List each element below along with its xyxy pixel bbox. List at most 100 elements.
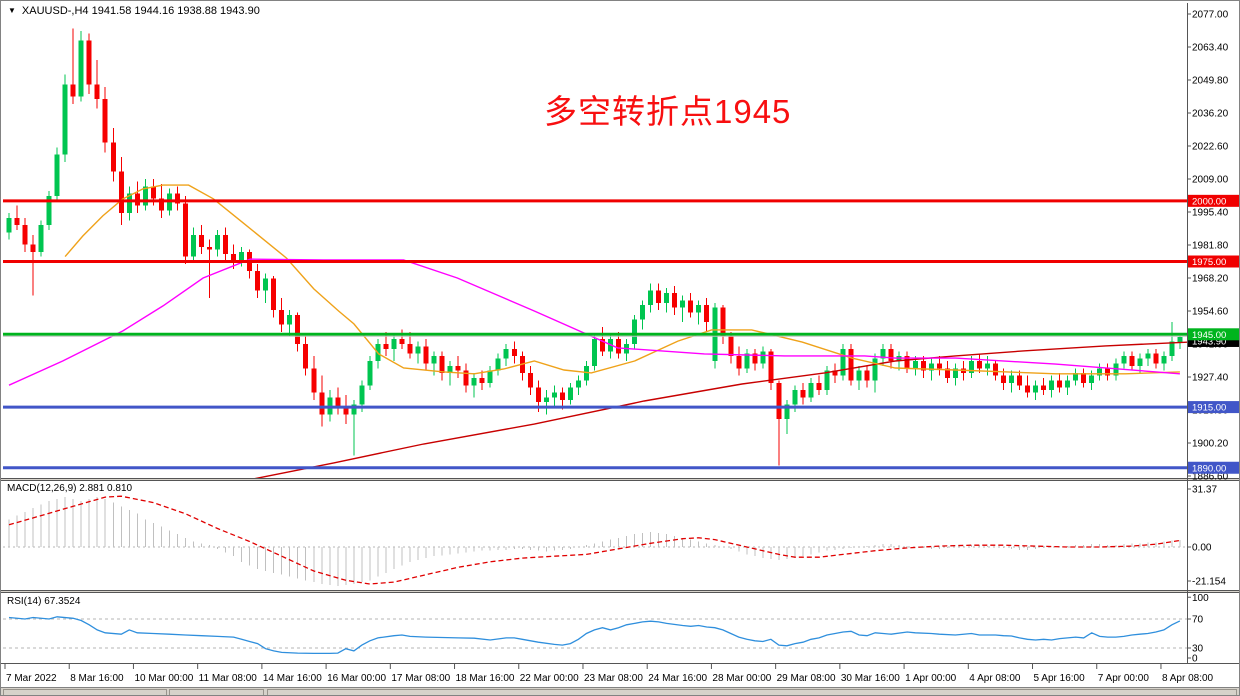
candle-body	[439, 356, 445, 374]
price-axis-label: 1995.40	[1192, 208, 1229, 219]
candle-body	[102, 98, 108, 143]
candle-body	[992, 363, 998, 376]
candle-body	[367, 360, 373, 386]
level-badge-text: 1945.00	[1192, 330, 1226, 341]
rsi-axis-label: 0	[1192, 654, 1198, 665]
candle-body	[872, 358, 878, 381]
candle-body	[888, 348, 894, 361]
candle-body	[591, 339, 597, 366]
status-bar-cell	[267, 689, 1237, 695]
macd-signal-line	[8, 495, 1180, 585]
candle-body	[295, 314, 301, 344]
candle-body	[231, 254, 237, 262]
candle-body	[1025, 385, 1031, 393]
price-axis-label: 1981.80	[1192, 241, 1229, 252]
price-axis-label: 1954.60	[1192, 307, 1229, 318]
candle-body	[1000, 375, 1006, 383]
date-axis-label: 7 Mar 2022	[6, 673, 57, 684]
candle-body	[680, 300, 686, 308]
status-bar-cell	[3, 689, 167, 695]
status-bar	[1, 687, 1239, 695]
candle-body	[14, 217, 20, 226]
current-price-badge-text: 1943.90	[1192, 336, 1226, 347]
date-axis-label: 5 Apr 16:00	[1034, 673, 1086, 684]
candle-body	[1057, 380, 1063, 388]
candle-body	[86, 40, 92, 85]
pane-divider	[1, 480, 1239, 481]
candle-body	[776, 382, 782, 420]
candle-body	[174, 193, 180, 204]
candle-body	[944, 368, 950, 378]
candle-body	[223, 234, 229, 255]
symbol-title: ▼ XAUUSD-,H4 1941.58 1944.16 1938.88 194…	[8, 5, 260, 17]
candle-body	[1121, 356, 1127, 364]
candle-body	[968, 360, 974, 374]
candle-body	[1161, 356, 1167, 364]
date-axis-label: 22 Mar 00:00	[520, 673, 579, 684]
candle-body	[383, 344, 389, 349]
candle-body	[22, 225, 28, 245]
price-axis-label: 1900.20	[1192, 439, 1229, 450]
candle-body	[656, 290, 662, 303]
candle-body	[391, 339, 397, 349]
candle-body	[495, 358, 501, 371]
date-axis-label: 8 Apr 08:00	[1162, 673, 1214, 684]
price-axis-label: 2009.00	[1192, 175, 1229, 186]
candle-body	[319, 392, 325, 415]
candle-body	[760, 351, 766, 364]
candle-body	[54, 154, 60, 196]
candle-body	[616, 339, 622, 354]
date-axis-label: 30 Mar 16:00	[841, 673, 900, 684]
candle-body	[287, 314, 293, 325]
pane-divider	[1, 479, 1239, 480]
candle-body	[207, 246, 212, 250]
rsi-indicator-label: RSI(14) 67.3524	[7, 596, 81, 607]
pane-divider	[1, 663, 1239, 664]
ma-fast-line	[64, 184, 1180, 375]
candle-body	[150, 186, 156, 199]
candle-body	[1145, 353, 1151, 359]
candle-body	[38, 225, 44, 252]
candle-body	[559, 392, 565, 400]
candle-body	[62, 84, 68, 155]
candle-body	[479, 377, 485, 383]
candle-body	[527, 373, 533, 388]
collapse-arrow-icon[interactable]: ▼	[8, 6, 16, 15]
candle-body	[936, 363, 942, 369]
level-badge-text: 1915.00	[1192, 403, 1226, 414]
candle-body	[142, 186, 148, 206]
candle-body	[407, 344, 413, 354]
candle-body	[840, 348, 846, 376]
candle-body	[198, 234, 204, 247]
date-axis-label: 18 Mar 16:00	[456, 673, 515, 684]
macd-axis-label: -21.154	[1192, 577, 1226, 588]
candle-body	[239, 251, 245, 262]
price-axis-label: 2036.20	[1192, 109, 1229, 120]
candle-body	[1153, 353, 1159, 364]
candle-body	[279, 310, 285, 325]
candle-body	[792, 390, 798, 405]
candle-body	[423, 346, 429, 364]
candle-body	[263, 278, 269, 291]
candle-body	[912, 360, 918, 369]
rsi-axis-label: 70	[1192, 615, 1204, 626]
level-badge-bg	[1188, 461, 1239, 474]
pane-divider	[1, 592, 1239, 593]
candle-body	[551, 392, 557, 398]
level-badge-text: 2000.00	[1192, 196, 1226, 207]
date-axis-label: 14 Mar 16:00	[263, 673, 322, 684]
candle-body	[94, 84, 100, 99]
rsi-line	[8, 616, 1181, 655]
candle-body	[126, 193, 132, 213]
candle-body	[864, 370, 870, 381]
candle-body	[768, 351, 774, 383]
candle-body	[736, 356, 742, 369]
price-axis-label: 2049.80	[1192, 76, 1229, 87]
candle-body	[118, 171, 124, 213]
candle-body	[752, 353, 758, 364]
candle-body	[6, 217, 12, 233]
candle-body	[463, 370, 469, 386]
macd-indicator-label: MACD(12,26,9) 2.881 0.810	[7, 483, 133, 494]
